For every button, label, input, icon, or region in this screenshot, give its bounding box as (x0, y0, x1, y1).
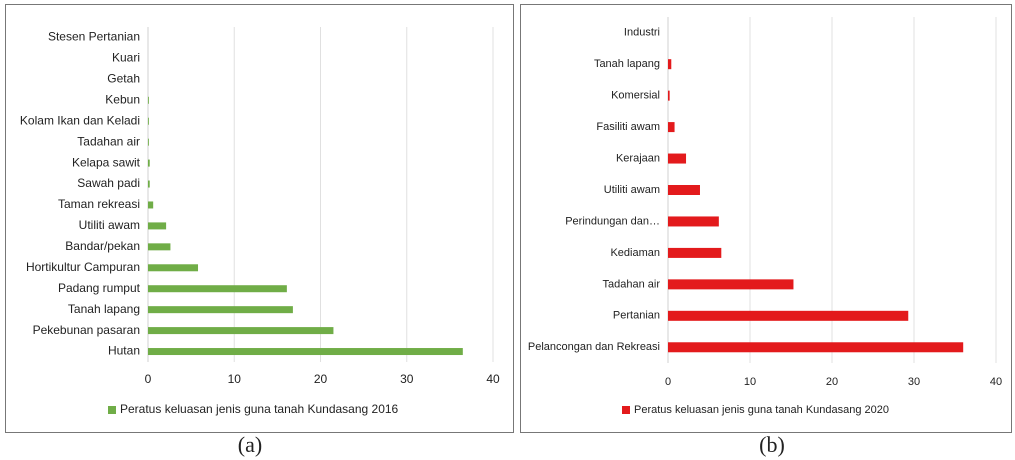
y-tick-label: Padang rumput (58, 281, 141, 295)
y-tick-label: Pelancongan dan Rekreasi (528, 341, 660, 353)
y-tick-label: Pertanian (613, 310, 660, 322)
bar (148, 327, 334, 335)
bar (148, 222, 167, 230)
y-tick-label: Tanah lapang (68, 302, 140, 316)
bar (668, 122, 675, 133)
y-tick-label: Hortikultur Campuran (26, 260, 140, 274)
legend-swatch (622, 406, 630, 414)
x-tick-label: 10 (228, 372, 242, 386)
bar (148, 201, 154, 209)
bar (148, 138, 149, 146)
y-tick-label: Komersial (611, 90, 660, 102)
y-tick-label: Utiliti awam (604, 184, 660, 196)
y-tick-label: Kebun (105, 92, 140, 106)
y-tick-label: Bandar/pekan (65, 239, 140, 253)
y-tick-label: Tadahan air (603, 278, 661, 290)
bar (668, 216, 719, 227)
x-tick-label: 10 (744, 376, 756, 388)
y-tick-label: Kuari (112, 51, 140, 65)
x-tick-label: 20 (314, 372, 328, 386)
bar (148, 243, 171, 251)
legend-label: Peratus keluasan jenis guna tanah Kundas… (634, 404, 889, 416)
panel-frame (520, 4, 1012, 433)
y-tick-label: Utiliti awam (79, 218, 140, 232)
bar (668, 310, 909, 321)
x-tick-label: 30 (400, 372, 414, 386)
caption: (a) (238, 432, 262, 457)
x-tick-label: 0 (145, 372, 152, 386)
bar (148, 285, 287, 293)
y-tick-label: Kediaman (610, 247, 660, 259)
bar (668, 153, 687, 164)
bar (148, 159, 150, 167)
y-tick-label: Fasiliti awam (596, 121, 660, 133)
y-tick-label: Perindungan dan… (565, 215, 660, 227)
y-tick-label: Sawah padi (77, 176, 140, 190)
bar (668, 185, 700, 195)
bar (148, 264, 199, 272)
y-tick-label: Pekebunan pasaran (33, 323, 140, 337)
legend-label: Peratus keluasan jenis guna tanah Kundas… (120, 402, 399, 416)
x-tick-label: 30 (908, 376, 920, 388)
x-tick-label: 40 (486, 372, 500, 386)
y-tick-label: Kerajaan (616, 152, 660, 164)
y-tick-label: Stesen Pertanian (48, 30, 140, 44)
bar (148, 117, 149, 125)
bar (148, 306, 293, 314)
x-tick-label: 20 (826, 376, 838, 388)
y-tick-label: Tadahan air (77, 134, 140, 148)
bar (668, 59, 672, 70)
x-tick-label: 0 (665, 376, 671, 388)
x-tick-label: 40 (990, 376, 1002, 388)
panel-frame (5, 4, 514, 433)
y-tick-label: Tanah lapang (594, 58, 660, 70)
bar (148, 180, 150, 188)
y-tick-label: Hutan (108, 344, 140, 358)
bar (148, 96, 149, 104)
y-tick-label: Industri (624, 27, 660, 39)
bar (668, 279, 794, 290)
bar (668, 247, 722, 258)
y-tick-label: Kolam Ikan dan Keladi (20, 113, 140, 127)
y-tick-label: Getah (107, 72, 140, 86)
bar (668, 90, 670, 101)
y-tick-label: Taman rekreasi (58, 197, 140, 211)
bar (148, 348, 463, 356)
y-tick-label: Kelapa sawit (72, 155, 141, 169)
bar (668, 342, 964, 353)
caption: (b) (759, 432, 785, 457)
legend-swatch (108, 406, 116, 414)
